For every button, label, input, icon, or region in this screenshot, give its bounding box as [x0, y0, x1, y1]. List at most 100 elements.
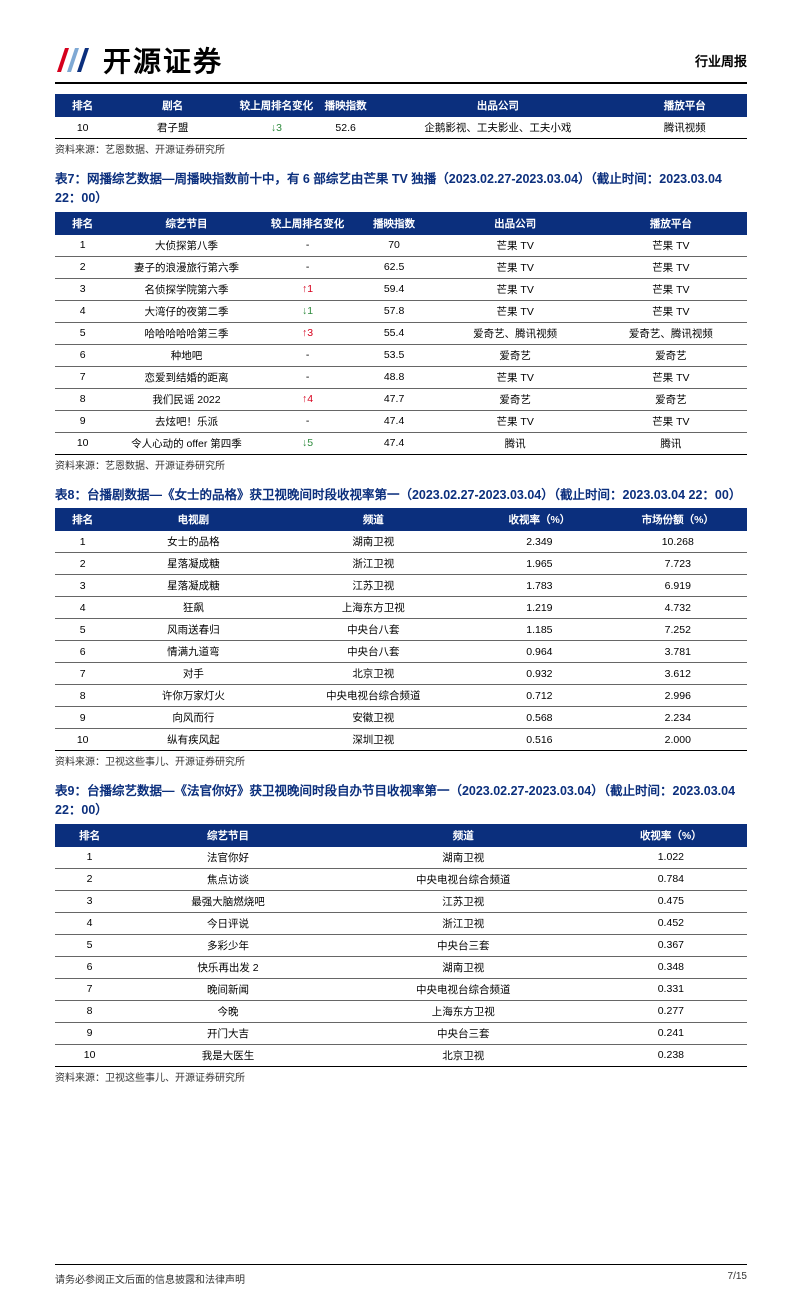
- table-cell: 0.516: [470, 729, 608, 751]
- table-cell: 芒果 TV: [436, 278, 595, 300]
- table-cell: 2.000: [609, 729, 747, 751]
- table-cell: 北京卫视: [332, 1044, 595, 1066]
- table-cell: 芒果 TV: [436, 256, 595, 278]
- table-cell: 芒果 TV: [436, 366, 595, 388]
- table-cell: 纵有疾风起: [110, 729, 276, 751]
- table-row: 6情满九道弯中央台八套0.9643.781: [55, 641, 747, 663]
- table-cell: 我们民谣 2022: [110, 388, 262, 410]
- table-cell: 今晚: [124, 1000, 332, 1022]
- table-cell: 芒果 TV: [595, 300, 747, 322]
- table-row: 10纵有疾风起深圳卫视0.5162.000: [55, 729, 747, 751]
- table-cell: 1.219: [470, 597, 608, 619]
- change-cell: ↓3: [235, 117, 318, 139]
- company-name: 开源证券: [103, 40, 223, 80]
- table-row: 6快乐再出发 2湖南卫视0.348: [55, 956, 747, 978]
- change-cell: ↓1: [263, 300, 353, 322]
- table-row: 2焦点访谈中央电视台综合频道0.784: [55, 868, 747, 890]
- table-cell: 4: [55, 597, 110, 619]
- change-cell: -: [263, 235, 353, 257]
- page-header: 开源证券 行业周报: [55, 40, 747, 80]
- table-cell: 风雨送春归: [110, 619, 276, 641]
- col-header: 较上周排名变化: [235, 94, 318, 117]
- table-cell: 芒果 TV: [595, 410, 747, 432]
- table-cell: 7.252: [609, 619, 747, 641]
- table-cell: 9: [55, 707, 110, 729]
- table-cell: 爱奇艺: [595, 344, 747, 366]
- table-cell: 1: [55, 531, 110, 553]
- table-cell: 8: [55, 1000, 124, 1022]
- table-cell: 0.367: [595, 934, 747, 956]
- table9: 排名综艺节目频道收视率（%） 1法官你好湖南卫视1.0222焦点访谈中央电视台综…: [55, 824, 747, 1067]
- col-header: 市场份额（%）: [609, 508, 747, 531]
- col-header: 较上周排名变化: [263, 212, 353, 235]
- table-cell: 2.996: [609, 685, 747, 707]
- col-header: 频道: [332, 824, 595, 847]
- table-row: 2妻子的浪漫旅行第六季-62.5芒果 TV芒果 TV: [55, 256, 747, 278]
- col-header: 剧名: [110, 94, 235, 117]
- table-row: 3名侦探学院第六季↑159.4芒果 TV芒果 TV: [55, 278, 747, 300]
- table-cell: 中央电视台综合频道: [332, 868, 595, 890]
- table-cell: 0.568: [470, 707, 608, 729]
- col-header: 播映指数: [353, 212, 436, 235]
- col-header: 综艺节目: [124, 824, 332, 847]
- table-cell: 2: [55, 553, 110, 575]
- table-row: 10君子盟↓352.6企鹅影视、工夫影业、工夫小戏腾讯视频: [55, 117, 747, 139]
- table-cell: 浙江卫视: [276, 553, 470, 575]
- table-cell: 7.723: [609, 553, 747, 575]
- table-cell: 0.712: [470, 685, 608, 707]
- table-cell: 3: [55, 278, 110, 300]
- table-cell: 0.277: [595, 1000, 747, 1022]
- table8-caption: 表8：台播剧数据—《女士的品格》获卫视晚间时段收视率第一（2023.02.27-…: [55, 486, 747, 505]
- table-cell: 恋爱到结婚的距离: [110, 366, 262, 388]
- table-row: 4今日评说浙江卫视0.452: [55, 912, 747, 934]
- table-cell: 哈哈哈哈哈第三季: [110, 322, 262, 344]
- table-cell: 晚间新闻: [124, 978, 332, 1000]
- table-row: 7对手北京卫视0.9323.612: [55, 663, 747, 685]
- table-cell: 0.964: [470, 641, 608, 663]
- table-cell: 0.348: [595, 956, 747, 978]
- table-row: 10我是大医生北京卫视0.238: [55, 1044, 747, 1066]
- table-cell: 名侦探学院第六季: [110, 278, 262, 300]
- col-header: 播放平台: [622, 94, 747, 117]
- table-cell: 狂飙: [110, 597, 276, 619]
- col-header: 频道: [276, 508, 470, 531]
- table-cell: 52.6: [318, 117, 373, 139]
- table-cell: 法官你好: [124, 847, 332, 869]
- company-logo-icon: [55, 42, 95, 78]
- table-cell: 开门大吉: [124, 1022, 332, 1044]
- table-cell: 芒果 TV: [595, 366, 747, 388]
- table8-source: 资料来源：卫视这些事儿、开源证券研究所: [55, 753, 747, 768]
- table-cell: 47.4: [353, 410, 436, 432]
- table-cell: 妻子的浪漫旅行第六季: [110, 256, 262, 278]
- table-cell: 1.965: [470, 553, 608, 575]
- table-cell: 8: [55, 685, 110, 707]
- table-cell: 0.238: [595, 1044, 747, 1066]
- table-cell: 湖南卫视: [276, 531, 470, 553]
- table6-source: 资料来源：艺恩数据、开源证券研究所: [55, 141, 747, 156]
- table-cell: 中央电视台综合频道: [332, 978, 595, 1000]
- table-row: 7恋爱到结婚的距离-48.8芒果 TV芒果 TV: [55, 366, 747, 388]
- table-cell: 中央台八套: [276, 641, 470, 663]
- table-cell: 中央台三套: [332, 1022, 595, 1044]
- table-cell: 北京卫视: [276, 663, 470, 685]
- table-cell: 9: [55, 410, 110, 432]
- col-header: 排名: [55, 824, 124, 847]
- table-row: 3星落凝成糖江苏卫视1.7836.919: [55, 575, 747, 597]
- table-cell: 10: [55, 1044, 124, 1066]
- table-cell: 3: [55, 890, 124, 912]
- table-cell: 腾讯视频: [622, 117, 747, 139]
- table-cell: 快乐再出发 2: [124, 956, 332, 978]
- col-header: 出品公司: [436, 212, 595, 235]
- table-cell: 星落凝成糖: [110, 575, 276, 597]
- table-cell: 芒果 TV: [436, 410, 595, 432]
- table-row: 8许你万家灯火中央电视台综合频道0.7122.996: [55, 685, 747, 707]
- table-cell: 0.452: [595, 912, 747, 934]
- table-cell: 芒果 TV: [436, 300, 595, 322]
- table-cell: 2.234: [609, 707, 747, 729]
- table-cell: 去炫吧！乐派: [110, 410, 262, 432]
- table-cell: 10: [55, 729, 110, 751]
- change-cell: ↑1: [263, 278, 353, 300]
- table-cell: 江苏卫视: [332, 890, 595, 912]
- table-cell: 2.349: [470, 531, 608, 553]
- table-row: 1女士的品格湖南卫视2.34910.268: [55, 531, 747, 553]
